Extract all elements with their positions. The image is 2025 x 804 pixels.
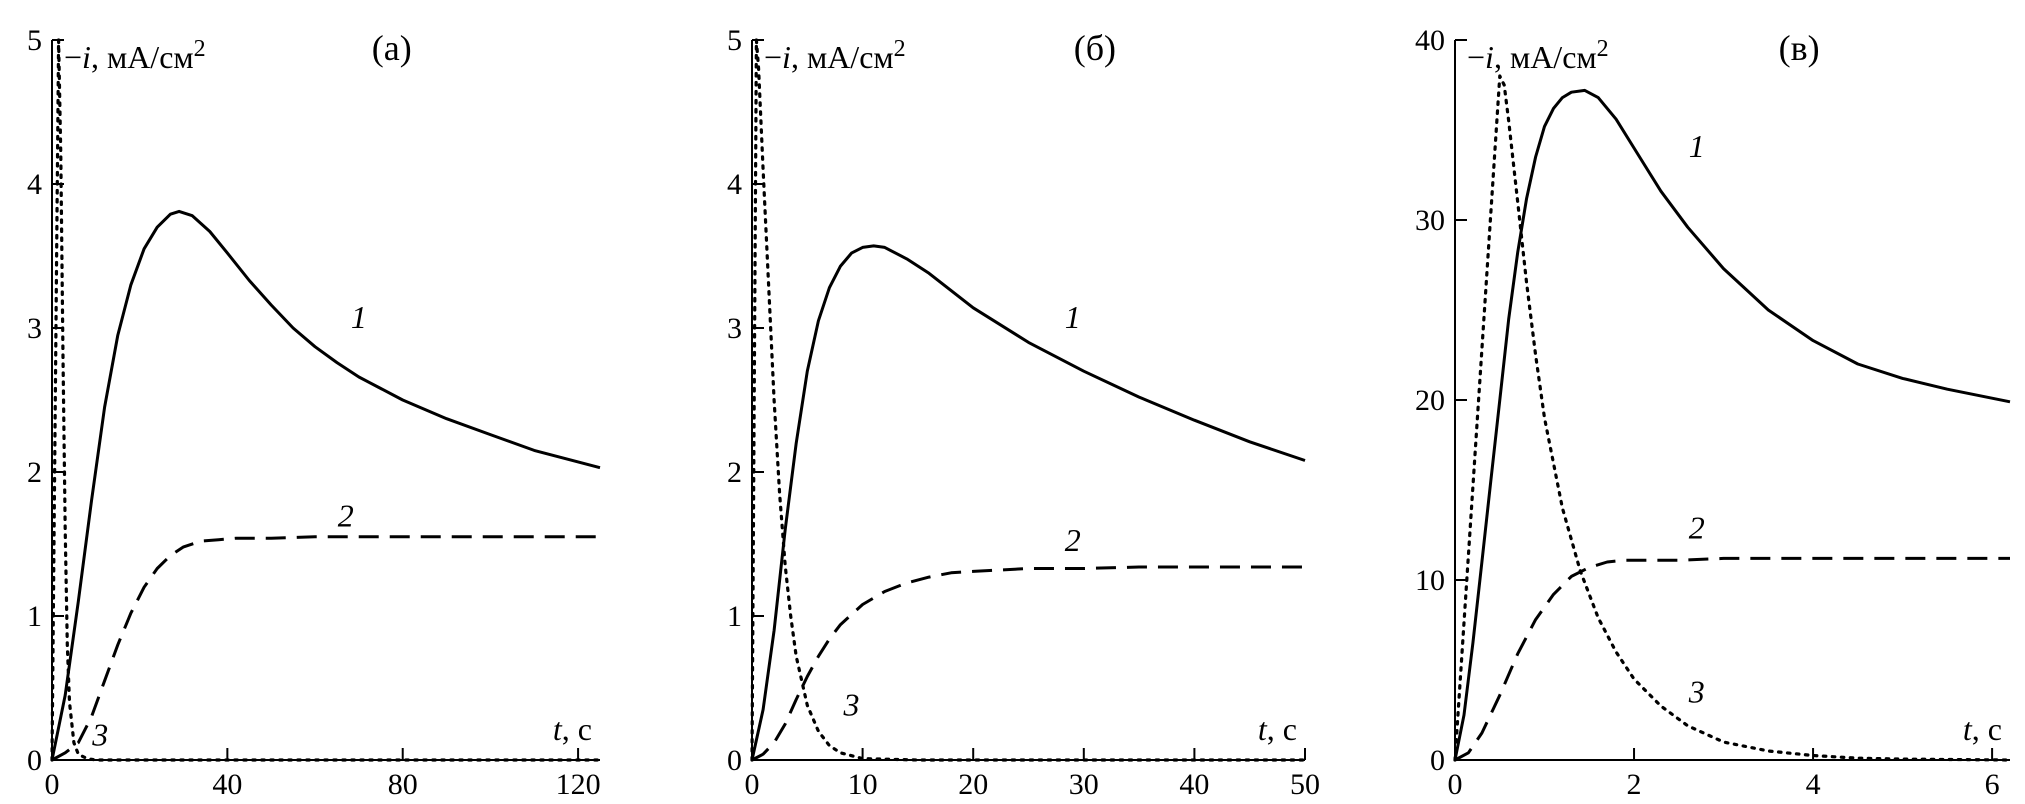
curve-label-1: 1 bbox=[1065, 299, 1081, 335]
y-tick-label: 4 bbox=[27, 168, 42, 201]
x-axis-title: t, с bbox=[1963, 711, 2002, 747]
y-tick-label: 1 bbox=[27, 600, 42, 633]
panel-label: (б) bbox=[1074, 28, 1116, 68]
series-line-1 bbox=[1453, 88, 2011, 761]
chart-panel-3: 0 2 4 6 0 10 20 30 40 1 2 3 −i, мА/см2 t, с (в) bbox=[1415, 24, 2012, 801]
x-axis-title: t, с bbox=[553, 711, 592, 747]
curve-label-1: 1 bbox=[1689, 128, 1705, 164]
y-tick-label: 0 bbox=[727, 744, 742, 777]
y-tick-label: 3 bbox=[727, 312, 742, 345]
curve-label-3: 3 bbox=[91, 717, 108, 753]
series-line-3 bbox=[750, 38, 1307, 762]
x-tick-label: 0 bbox=[1448, 768, 1463, 801]
y-tick-label: 40 bbox=[1415, 24, 1445, 57]
series-line-3 bbox=[50, 38, 602, 762]
y-tick-label: 2 bbox=[727, 456, 742, 489]
curve-label-2: 2 bbox=[1065, 522, 1081, 558]
curve-label-2: 2 bbox=[1689, 510, 1705, 546]
x-tick-label: 4 bbox=[1806, 768, 1821, 801]
y-tick-label: 5 bbox=[27, 24, 42, 57]
series-line-2 bbox=[1454, 556, 2010, 762]
y-tick-label: 0 bbox=[1430, 744, 1445, 777]
curve-label-2: 2 bbox=[338, 498, 354, 534]
x-tick-label: 6 bbox=[1985, 768, 2000, 801]
y-tick-label: 20 bbox=[1415, 384, 1445, 417]
x-tick-label: 80 bbox=[388, 768, 418, 801]
x-tick-label: 30 bbox=[1069, 768, 1099, 801]
x-tick-label: 2 bbox=[1627, 768, 1642, 801]
y-axis-title: −i, мА/см2 bbox=[64, 36, 206, 75]
x-tick-label: 20 bbox=[958, 768, 988, 801]
y-tick-label: 3 bbox=[27, 312, 42, 345]
curve-label-3: 3 bbox=[1688, 673, 1705, 709]
panel-label: (в) bbox=[1779, 28, 1820, 68]
y-tick-label: 5 bbox=[727, 24, 742, 57]
chart-panel-1: 0 40 80 120 0 1 2 3 4 5 1 2 3 −i, мА/см2 t, с (а) bbox=[27, 24, 602, 801]
series-line-1 bbox=[750, 244, 1306, 761]
x-tick-label: 40 bbox=[212, 768, 242, 801]
x-tick-label: 120 bbox=[556, 768, 601, 801]
curve-label-1: 1 bbox=[351, 299, 367, 335]
y-tick-label: 1 bbox=[727, 600, 742, 633]
y-tick-label: 10 bbox=[1415, 564, 1445, 597]
series-line-2 bbox=[51, 535, 600, 762]
x-tick-label: 50 bbox=[1290, 768, 1320, 801]
panel-label: (а) bbox=[372, 28, 412, 68]
x-tick-label: 40 bbox=[1179, 768, 1209, 801]
x-tick-label: 10 bbox=[848, 768, 878, 801]
x-tick-label: 0 bbox=[45, 768, 60, 801]
y-axis-title: −i, мА/см2 bbox=[764, 36, 906, 75]
curve-label-3: 3 bbox=[843, 686, 860, 722]
chart-panel-2: 0 10 20 30 40 50 0 1 2 3 4 5 1 2 3 −i, мА/см2 t, с (б) bbox=[727, 24, 1320, 801]
x-axis-title: t, с bbox=[1258, 711, 1297, 747]
series-line-1 bbox=[50, 209, 601, 761]
series-line-2 bbox=[751, 565, 1305, 762]
y-tick-label: 30 bbox=[1415, 204, 1445, 237]
y-tick-label: 4 bbox=[727, 168, 742, 201]
x-tick-label: 0 bbox=[745, 768, 760, 801]
y-tick-label: 2 bbox=[27, 456, 42, 489]
series-line-3 bbox=[1453, 74, 2012, 762]
y-tick-label: 0 bbox=[27, 744, 42, 777]
y-axis-title: −i, мА/см2 bbox=[1467, 36, 1609, 75]
